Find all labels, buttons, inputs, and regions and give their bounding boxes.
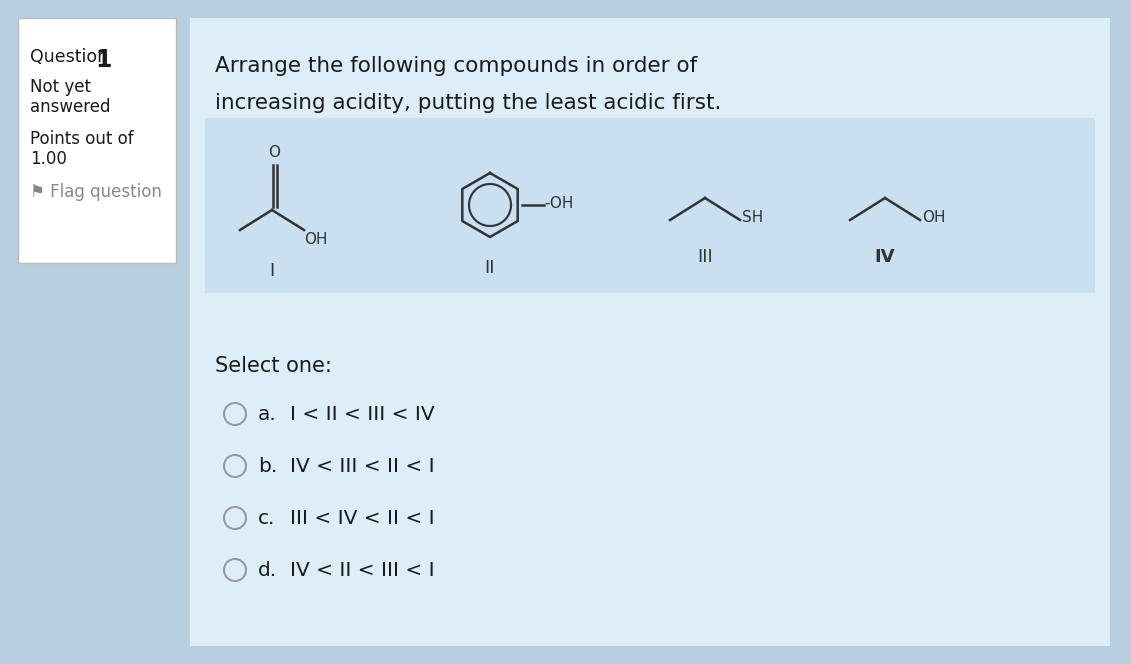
Text: Not yet: Not yet — [31, 78, 90, 96]
Text: I: I — [269, 262, 275, 280]
Text: III: III — [697, 248, 713, 266]
FancyBboxPatch shape — [18, 18, 176, 263]
Text: answered: answered — [31, 98, 111, 116]
Text: OH: OH — [922, 210, 946, 226]
Text: -OH: -OH — [544, 197, 573, 212]
Text: Select one:: Select one: — [215, 356, 331, 376]
Text: c.: c. — [258, 509, 275, 527]
Text: OH: OH — [304, 232, 328, 247]
Text: 1: 1 — [95, 48, 111, 72]
Text: IV < II < III < I: IV < II < III < I — [290, 560, 434, 580]
Text: b.: b. — [258, 457, 277, 475]
Text: III < IV < II < I: III < IV < II < I — [290, 509, 434, 527]
FancyBboxPatch shape — [190, 18, 1110, 646]
Text: IV < III < II < I: IV < III < II < I — [290, 457, 434, 475]
Text: Arrange the following compounds in order of: Arrange the following compounds in order… — [215, 56, 697, 76]
Text: II: II — [485, 259, 495, 277]
Text: IV: IV — [874, 248, 896, 266]
Text: 1.00: 1.00 — [31, 150, 67, 168]
Text: increasing acidity, putting the least acidic first.: increasing acidity, putting the least ac… — [215, 93, 722, 113]
Text: Points out of: Points out of — [31, 130, 133, 148]
Text: a.: a. — [258, 404, 277, 424]
FancyBboxPatch shape — [205, 118, 1095, 293]
Text: O: O — [268, 145, 280, 160]
Text: Question: Question — [31, 48, 113, 66]
Text: d.: d. — [258, 560, 277, 580]
Text: I < II < III < IV: I < II < III < IV — [290, 404, 434, 424]
Text: SH: SH — [742, 210, 763, 226]
Text: ⚑ Flag question: ⚑ Flag question — [31, 183, 162, 201]
